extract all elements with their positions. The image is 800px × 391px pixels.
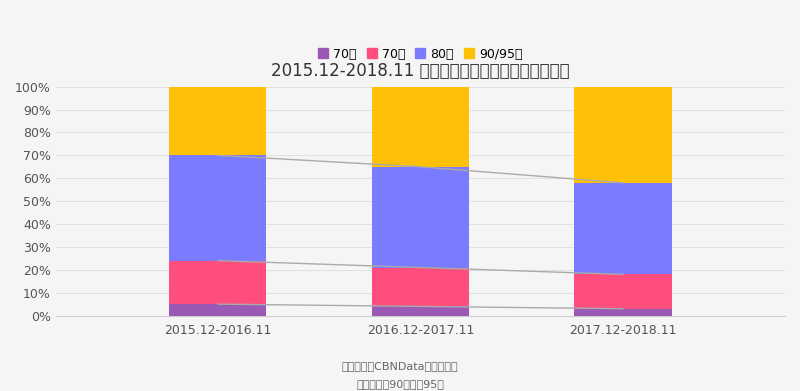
Text: 数据说明：90后包含95后: 数据说明：90后包含95后 [356,379,444,389]
Bar [169,155,266,261]
Legend: 70前, 70后, 80后, 90/95后: 70前, 70后, 80后, 90/95后 [314,43,527,66]
Bar [169,261,266,304]
Bar [574,87,671,183]
Bar [574,309,671,316]
Bar [372,87,469,167]
Bar [574,183,671,274]
Bar [372,307,469,316]
Bar [169,87,266,155]
Title: 2015.12-2018.11 天猫国际不同年龄段消费金额占比: 2015.12-2018.11 天猫国际不同年龄段消费金额占比 [271,62,570,80]
Bar [574,274,671,309]
Bar [372,167,469,267]
Text: 数据来源：CBNData消费大数据: 数据来源：CBNData消费大数据 [342,362,458,371]
Bar [169,304,266,316]
Bar [372,267,469,307]
